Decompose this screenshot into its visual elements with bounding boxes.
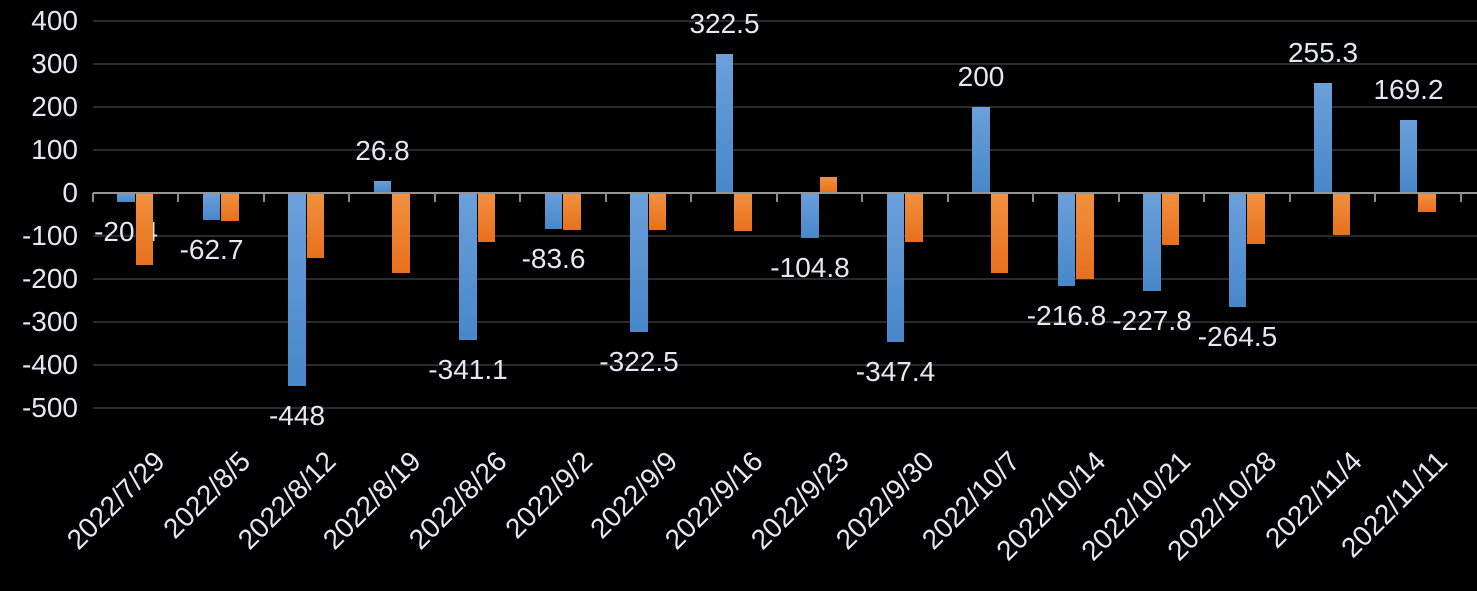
data-label-2022/9/30: -347.4 [855, 356, 936, 388]
bar-orange-series-2022/9/2[interactable] [563, 193, 581, 230]
bar-blue-series-2022/10/14[interactable] [1057, 193, 1076, 287]
y-axis-tick-label: 300 [31, 48, 78, 79]
gridline [92, 149, 1477, 151]
bar-blue-series-2022/7/29[interactable] [117, 193, 135, 202]
data-label-2022/9/23: -104.8 [770, 252, 850, 284]
bar-orange-series-2022/10/21[interactable] [1161, 193, 1180, 245]
bar-orange-series-2022/10/14[interactable] [1076, 193, 1094, 279]
x-axis-tick-mark [1032, 193, 1034, 202]
data-label-2022/10/21: -227.8 [1112, 304, 1192, 336]
x-axis-tick-mark [946, 193, 949, 202]
bar-blue-series-2022/9/30[interactable] [886, 193, 905, 343]
x-axis-tick-mark [1374, 193, 1376, 202]
x-axis-tick-mark [1203, 193, 1205, 202]
bar-orange-series-2022/8/19[interactable] [392, 193, 410, 273]
bar-orange-series-2022/7/29[interactable] [135, 193, 154, 266]
y-axis-tick-label: 400 [31, 5, 78, 36]
bar-orange-series-2022/11/4[interactable] [1332, 193, 1351, 236]
bar-blue-series-2022/8/12[interactable] [288, 193, 306, 386]
bar-orange-series-2022/8/26[interactable] [477, 193, 496, 242]
data-label-2022/8/5: -62.7 [179, 233, 244, 265]
x-axis-tick-mark [1288, 193, 1291, 202]
bar-blue-series-2022/9/2[interactable] [544, 193, 563, 229]
gridline [92, 106, 1477, 108]
y-axis-tick-label: -300 [21, 306, 78, 337]
data-label-2022/10/28: -264.5 [1197, 320, 1278, 352]
data-label-2022/10/7: 200 [957, 61, 1005, 92]
bar-blue-series-2022/8/26[interactable] [459, 193, 477, 340]
y-axis-tick-label: -400 [21, 349, 78, 380]
gridline [92, 321, 1477, 323]
bar-orange-series-2022/9/23[interactable] [819, 176, 838, 193]
data-label-2022/11/4: 255.3 [1287, 37, 1359, 69]
y-axis-tick-label: 200 [31, 91, 78, 122]
bar-blue-series-2022/8/5[interactable] [202, 193, 221, 220]
y-axis-tick-label: 100 [31, 134, 78, 165]
x-axis-tick-mark [177, 193, 179, 202]
gridline [92, 20, 1477, 22]
data-label-2022/9/2: -83.6 [521, 242, 586, 274]
data-label-2022/10/14: -216.8 [1026, 300, 1107, 332]
y-axis-tick-label: -500 [21, 392, 78, 423]
bar-blue-series-2022/10/28[interactable] [1228, 193, 1247, 307]
bar-orange-series-2022/11/11[interactable] [1418, 193, 1436, 213]
bar-blue-series-2022/9/23[interactable] [801, 193, 819, 239]
gridline [92, 63, 1477, 65]
x-axis-tick-mark [348, 193, 350, 202]
x-axis-tick-label: 2022/7/29 [60, 445, 171, 556]
bar-blue-series-2022/9/16[interactable] [715, 54, 734, 193]
bar-orange-series-2022/8/12[interactable] [306, 193, 325, 258]
x-axis-tick-mark [433, 193, 436, 202]
y-axis-tick-label: 0 [62, 177, 78, 208]
x-axis-tick-mark [519, 193, 521, 202]
data-label-2022/8/19: 26.8 [355, 135, 410, 167]
x-axis-tick-mark [690, 193, 692, 202]
bar-orange-series-2022/8/5[interactable] [221, 193, 239, 221]
bar-blue-series-2022/10/7[interactable] [972, 107, 990, 193]
y-axis-tick-label: -200 [21, 263, 78, 294]
data-label-2022/9/16: 322.5 [689, 8, 760, 40]
bar-blue-series-2022/10/21[interactable] [1143, 193, 1161, 291]
x-axis-line [92, 192, 1477, 194]
bar-blue-series-2022/9/9[interactable] [630, 193, 648, 332]
bar-orange-series-2022/10/7[interactable] [990, 193, 1009, 273]
bar-orange-series-2022/9/16[interactable] [734, 193, 752, 231]
y-axis-tick-label: -100 [21, 220, 78, 251]
data-label-2022/9/9: -322.5 [599, 345, 679, 377]
bar-orange-series-2022/9/30[interactable] [905, 193, 923, 243]
x-axis-tick-mark [1117, 193, 1120, 202]
x-axis-tick-mark [861, 193, 863, 202]
bar-orange-series-2022/10/28[interactable] [1247, 193, 1265, 245]
gridline [92, 407, 1477, 409]
data-label-2022/8/12: -448 [268, 399, 326, 431]
data-label-2022/8/26: -341.1 [428, 353, 508, 385]
bar-blue-series-2022/11/11[interactable] [1399, 120, 1418, 193]
gridline [92, 235, 1477, 237]
bar-blue-series-2022/11/4[interactable] [1314, 83, 1332, 193]
data-label-2022/11/11: 169.2 [1373, 74, 1444, 106]
x-axis-tick-mark [604, 193, 607, 202]
x-axis-tick-label: 2022/9/2 [498, 445, 598, 545]
bar-orange-series-2022/9/9[interactable] [648, 193, 667, 230]
x-axis-tick-mark [1459, 193, 1462, 202]
gridline [92, 278, 1477, 280]
x-axis-tick-mark [91, 193, 94, 202]
x-axis-tick-mark [775, 193, 778, 202]
bar-blue-series-2022/8/19[interactable] [373, 181, 392, 193]
gridline [92, 364, 1477, 366]
x-axis-tick-mark [262, 193, 265, 202]
